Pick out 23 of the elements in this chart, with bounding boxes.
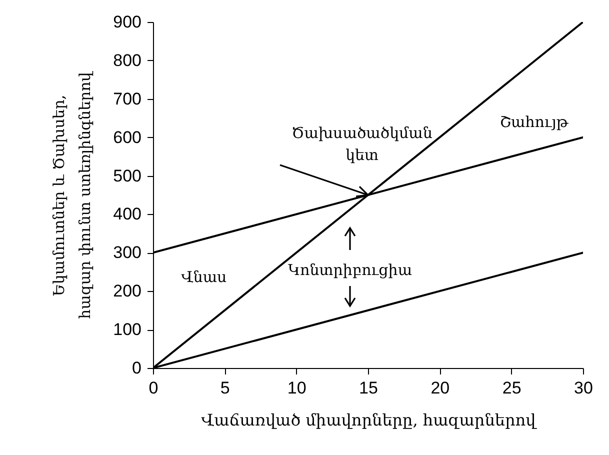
x-tick-label: 15 — [359, 378, 378, 398]
annotation: Ծախսածածկման կետ — [292, 124, 433, 164]
y-tick-label: 600 — [113, 128, 142, 147]
x-tick-label: 10 — [287, 378, 306, 398]
x-axis-title: Վաճառված միավորները, հազարներով — [201, 410, 538, 430]
y-tick-label: 900 — [113, 12, 142, 32]
x-tick-label: 25 — [502, 378, 522, 398]
y-tick-label: 100 — [113, 320, 142, 340]
annotation: Շահույթ — [500, 113, 570, 131]
y-axis-title: Եկամուտներ և Ծախսեր, հազար փունտ ստեռլինգներով — [50, 70, 94, 319]
y-tick-label: 300 — [113, 243, 142, 262]
x-tick-label: 20 — [430, 378, 450, 398]
y-tick-label: 800 — [113, 50, 142, 70]
y-tick-label: 500 — [113, 166, 142, 186]
y-tick-label: 700 — [113, 89, 142, 108]
y-tick-label: 0 — [132, 358, 142, 378]
annotation: Կոնտրիբուցիա — [288, 261, 412, 279]
x-tick-label: 0 — [148, 378, 158, 398]
y-tick-label: 200 — [113, 282, 142, 301]
annotation: Վնաս — [181, 268, 228, 286]
x-tick-label: 5 — [220, 378, 230, 398]
y-tick-label: 400 — [113, 204, 142, 224]
x-tick-label: 30 — [574, 378, 593, 398]
